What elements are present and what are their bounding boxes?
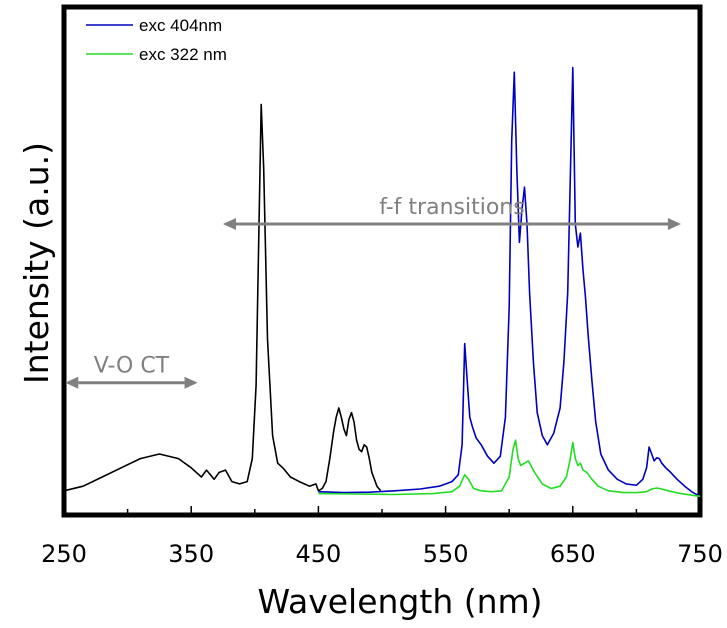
plot-frame xyxy=(61,4,703,518)
annotation-f-f-transitions: f-f transitions xyxy=(223,195,681,230)
annotation-label: V-O CT xyxy=(94,354,170,379)
y-axis-title: Intensity (a.u.) xyxy=(17,142,56,384)
series-line-exc-404nm xyxy=(318,66,701,498)
x-tick-label: 750 xyxy=(677,540,723,568)
legend-label-exc-322nm: exc 322 nm xyxy=(139,45,227,64)
x-tick-label: 650 xyxy=(550,540,596,568)
x-tick-label: 450 xyxy=(295,540,341,568)
legend: exc 404nm exc 322 nm xyxy=(86,16,227,64)
annotation-arrowhead-left xyxy=(223,218,236,230)
x-axis-title: Wavelength (nm) xyxy=(257,582,542,621)
annotations: f-f transitions V-O CT xyxy=(65,195,681,389)
series-layer xyxy=(63,66,701,498)
annotation-arrowhead-right xyxy=(667,218,681,230)
annotation-label: f-f transitions xyxy=(379,195,525,220)
series-line-unlabeled-0 xyxy=(63,103,382,492)
x-tick-label: 550 xyxy=(423,540,469,568)
annotation-arrowhead-left xyxy=(65,376,79,389)
series-line-exc-322-nm xyxy=(318,439,701,498)
x-tick-label: 250 xyxy=(41,540,87,568)
x-tick-label: 350 xyxy=(168,540,214,568)
legend-label-exc-404nm: exc 404nm xyxy=(139,16,222,35)
annotation-v-o-ct: V-O CT xyxy=(65,354,198,389)
annotation-arrowhead-right xyxy=(184,376,198,389)
x-axis-ticks: 250 350 450 550 650 750 xyxy=(41,506,723,568)
